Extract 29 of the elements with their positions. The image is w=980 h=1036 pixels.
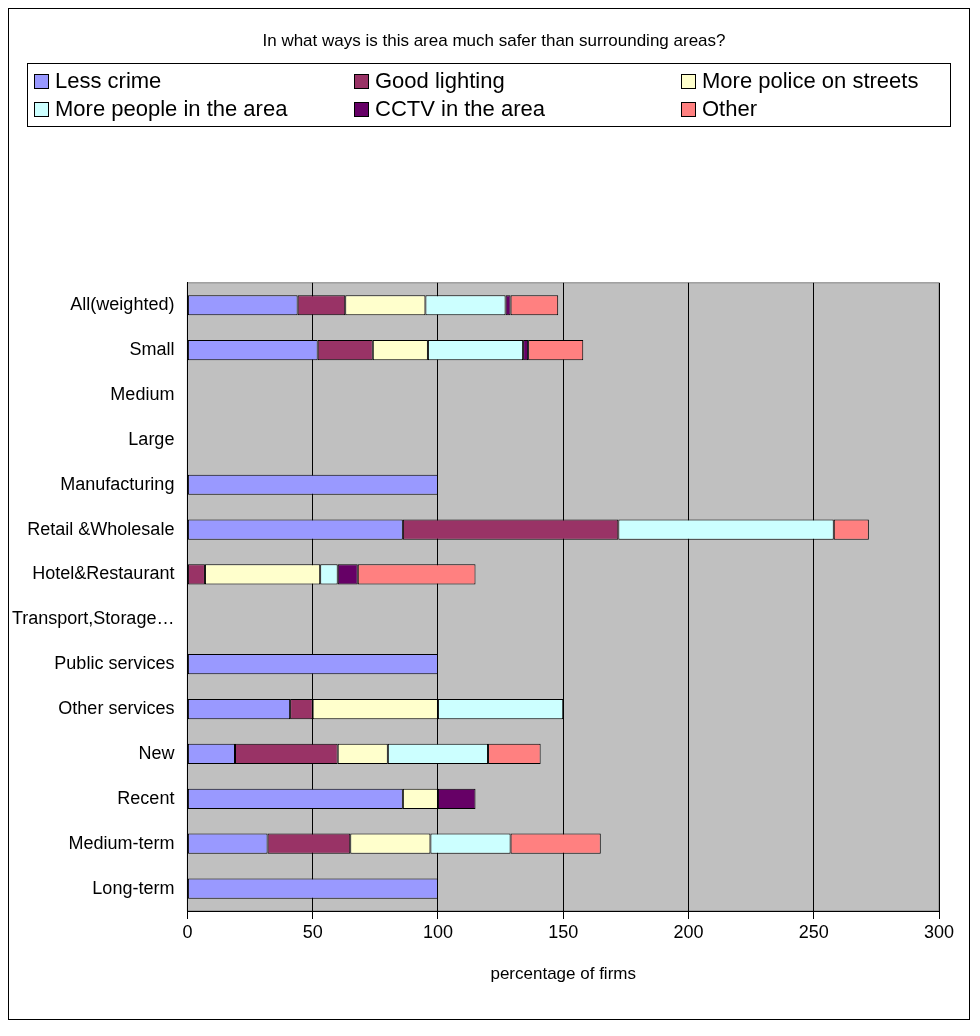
y-tick-label: Other services [58, 698, 175, 719]
legend-label: Good lighting [375, 68, 505, 94]
y-tick-label: Medium [110, 383, 175, 404]
legend-label: More people in the area [55, 96, 288, 122]
x-tick-label: 250 [798, 921, 829, 942]
legend-label: CCTV in the area [375, 96, 545, 122]
x-axis-title: percentage of firms [490, 964, 636, 984]
x-tick-label: 200 [673, 921, 704, 942]
y-tick-label: Recent [117, 787, 175, 808]
y-tick-label: Medium-term [68, 832, 175, 853]
x-tick-label: 150 [548, 921, 579, 942]
x-tick-label: 100 [422, 921, 453, 942]
y-tick-label: Long-term [92, 877, 175, 898]
legend-label: Less crime [55, 68, 162, 94]
y-tick-label: New [138, 742, 176, 763]
y-tick-label: Hotel&Restaurant [32, 563, 175, 584]
legend-label: Other [702, 96, 758, 122]
y-tick-label: Small [129, 339, 175, 360]
x-tick-label: 300 [923, 921, 955, 942]
x-tick-label: 0 [182, 921, 193, 942]
y-tick-label: Manufacturing [60, 473, 175, 494]
y-tick-label: Public services [54, 653, 175, 674]
y-tick-label: Transport,Storage… [12, 608, 175, 629]
y-tick-label: Retail &Wholesale [27, 518, 175, 539]
chart-title: In what ways is this area much safer than surrounding areas? [261, 31, 727, 51]
y-tick-label: All(weighted) [70, 294, 175, 315]
x-tick-label: 50 [302, 921, 323, 942]
legend-label: More police on streets [702, 68, 919, 94]
y-tick-label: Large [128, 428, 175, 449]
